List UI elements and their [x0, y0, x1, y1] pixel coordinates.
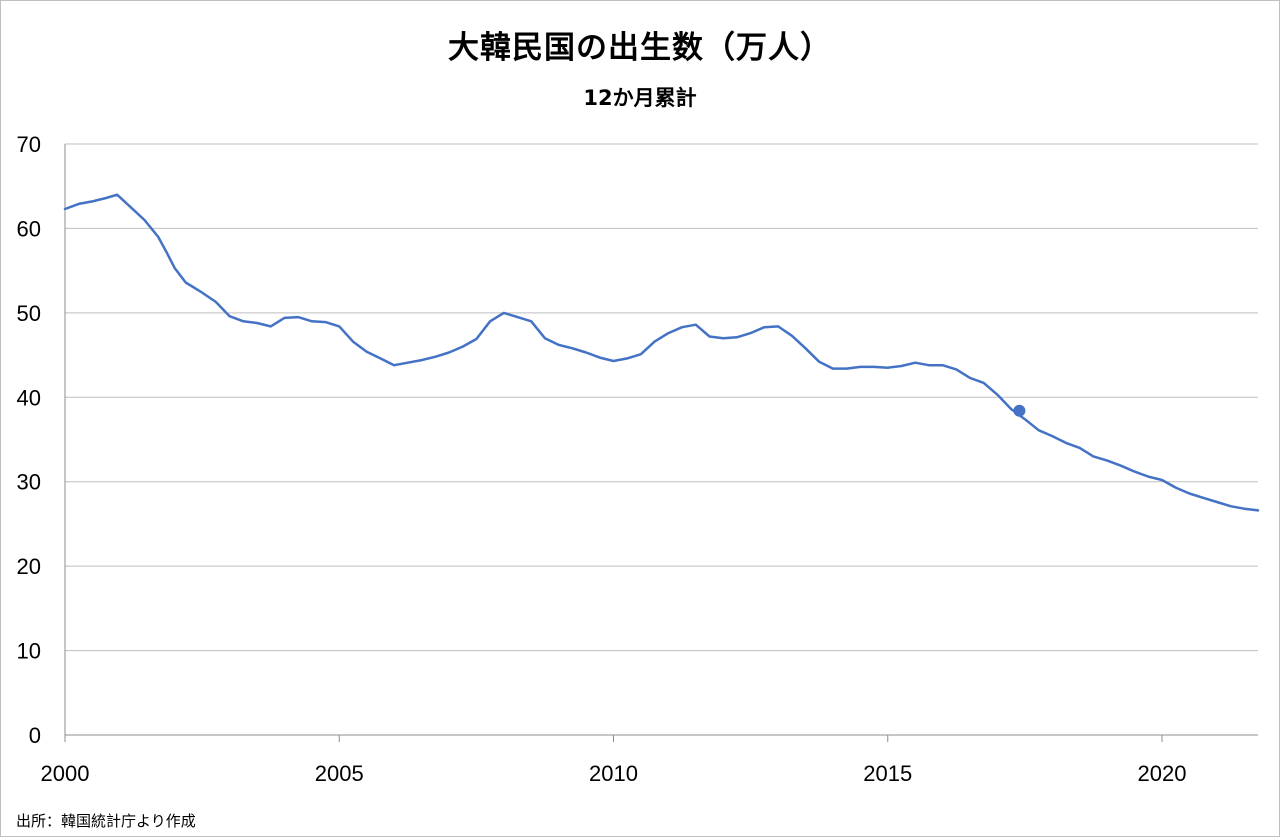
y-tick-label: 50: [17, 301, 41, 326]
chart-title: 大韓民国の出生数（万人）: [448, 30, 832, 66]
highlight-marker: [1013, 404, 1026, 417]
y-tick-label: 70: [17, 132, 41, 157]
y-tick-label: 30: [17, 470, 41, 495]
x-tick-label: 2010: [589, 761, 638, 786]
x-tick-label: 2000: [41, 761, 90, 786]
x-tick-label: 2015: [863, 761, 912, 786]
chart-subtitle: 12か月累計: [583, 86, 697, 110]
y-tick-label: 60: [17, 216, 41, 241]
y-tick-label: 20: [17, 554, 41, 579]
y-tick-label: 40: [17, 385, 41, 410]
y-tick-label: 0: [29, 723, 41, 748]
y-tick-label: 10: [17, 639, 41, 664]
source-note: 出所：韓国統計庁より作成: [16, 812, 196, 830]
series-line: [63, 193, 1260, 512]
x-tick-label: 2005: [315, 761, 364, 786]
x-tick-label: 2020: [1138, 761, 1187, 786]
